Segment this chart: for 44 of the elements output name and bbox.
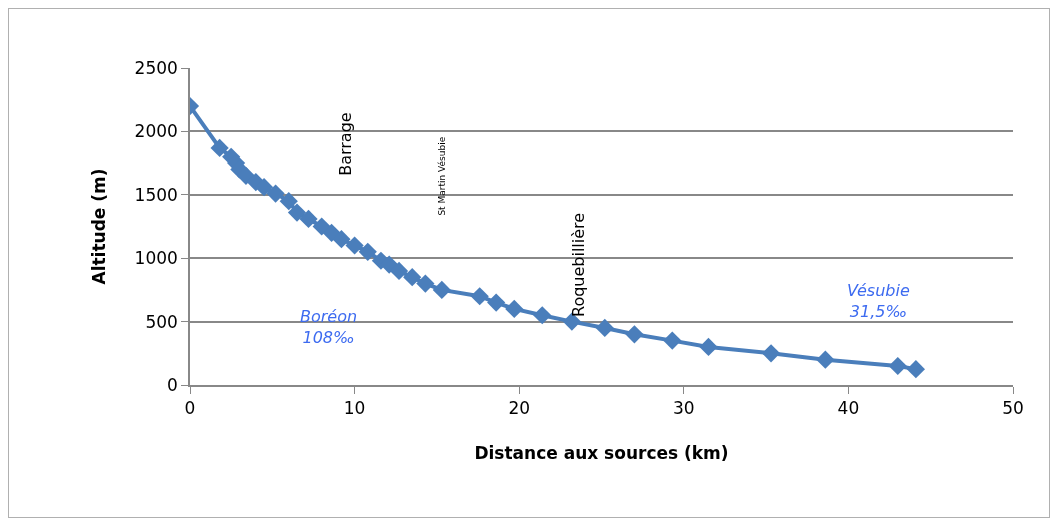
point [816,350,835,369]
point [345,236,364,255]
x-tick-label: 40 [837,398,860,419]
y-tick-label: 500 [145,311,178,332]
point [403,268,422,287]
x-tick-label: 50 [1002,398,1024,419]
x-tick-label: 20 [508,398,531,419]
point [287,203,307,222]
point [595,318,614,338]
point [299,209,318,228]
point [699,337,718,357]
annotation: Roquebillière [568,212,588,317]
point [505,299,524,319]
annotation: Barrage [335,112,355,176]
point [358,242,377,261]
y-tick-label: 1500 [134,184,178,205]
annotation: Vésubie 31,5‰ [847,281,910,321]
annotation: Boréon 108‰ [300,307,358,347]
point [487,293,506,312]
annotation: St Martin Vésubie [437,136,448,216]
y-tick-label: 1000 [134,248,178,269]
x-tick-label: 30 [672,398,695,419]
point [389,261,409,280]
point [416,274,435,293]
point [888,356,907,376]
y-tick-label: 2500 [134,57,178,78]
point [625,325,644,344]
y-tick-label: 0 [167,374,178,395]
point [533,306,552,325]
point [432,280,451,299]
y-axis-title: Altitude (m) [88,168,109,285]
point [470,287,489,306]
point [279,192,298,211]
x-tick-label: 10 [343,398,366,419]
point [254,178,274,197]
point [266,184,285,203]
point [663,331,682,350]
point [761,344,781,363]
x-tick-label: 0 [184,398,196,419]
x-axis-title: Distance aux sources (km) [474,443,729,464]
y-tick-label: 2000 [134,121,178,142]
point [210,138,229,157]
point [906,360,925,379]
point [332,230,351,249]
